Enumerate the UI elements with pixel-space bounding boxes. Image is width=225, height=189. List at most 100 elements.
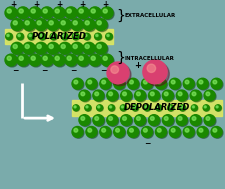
- Circle shape: [80, 116, 90, 126]
- Circle shape: [144, 106, 146, 108]
- Circle shape: [215, 105, 220, 111]
- Circle shape: [107, 91, 118, 102]
- Text: −: −: [41, 66, 47, 75]
- Circle shape: [176, 91, 187, 102]
- Text: DEPOLARIZED: DEPOLARIZED: [123, 103, 189, 112]
- Circle shape: [103, 9, 107, 13]
- Circle shape: [5, 54, 17, 66]
- Circle shape: [79, 56, 83, 60]
- Circle shape: [128, 127, 139, 138]
- Circle shape: [205, 117, 209, 120]
- Circle shape: [156, 105, 162, 111]
- Circle shape: [97, 106, 99, 108]
- Circle shape: [110, 66, 118, 73]
- Circle shape: [89, 7, 101, 19]
- Circle shape: [196, 78, 207, 89]
- Circle shape: [108, 64, 130, 86]
- Circle shape: [100, 127, 111, 138]
- Circle shape: [100, 79, 111, 90]
- Circle shape: [93, 91, 104, 102]
- Circle shape: [135, 116, 146, 126]
- Circle shape: [180, 106, 182, 108]
- Circle shape: [29, 54, 41, 66]
- Circle shape: [127, 126, 138, 137]
- Circle shape: [62, 34, 64, 37]
- Circle shape: [94, 42, 106, 54]
- Circle shape: [50, 33, 56, 40]
- Circle shape: [177, 117, 181, 120]
- Circle shape: [49, 44, 53, 49]
- Circle shape: [134, 115, 145, 125]
- Text: }: }: [115, 51, 124, 65]
- Circle shape: [143, 105, 149, 111]
- Circle shape: [35, 19, 47, 30]
- Circle shape: [94, 33, 101, 40]
- Text: }: }: [115, 9, 124, 23]
- Bar: [72, 100, 221, 116]
- Circle shape: [179, 105, 185, 111]
- Circle shape: [101, 54, 112, 66]
- Circle shape: [30, 8, 42, 20]
- Circle shape: [90, 55, 102, 67]
- Circle shape: [72, 126, 83, 137]
- Circle shape: [40, 34, 42, 37]
- Circle shape: [90, 8, 102, 20]
- Circle shape: [157, 128, 160, 132]
- Circle shape: [7, 34, 9, 37]
- Circle shape: [39, 34, 46, 40]
- Circle shape: [101, 80, 105, 84]
- Circle shape: [190, 116, 201, 126]
- Circle shape: [106, 115, 117, 125]
- Circle shape: [133, 106, 135, 108]
- Circle shape: [19, 9, 23, 13]
- Circle shape: [36, 20, 48, 32]
- Circle shape: [203, 106, 205, 108]
- Circle shape: [36, 43, 48, 55]
- Circle shape: [12, 20, 24, 32]
- Circle shape: [35, 42, 47, 54]
- Circle shape: [120, 105, 126, 111]
- Circle shape: [96, 105, 102, 111]
- Circle shape: [203, 105, 209, 111]
- Circle shape: [94, 117, 98, 120]
- Circle shape: [191, 105, 197, 111]
- Text: +: +: [134, 61, 141, 70]
- Circle shape: [67, 56, 71, 60]
- Circle shape: [142, 79, 153, 90]
- Circle shape: [83, 42, 94, 54]
- Circle shape: [41, 7, 53, 19]
- Circle shape: [11, 19, 23, 30]
- Circle shape: [84, 20, 96, 32]
- Circle shape: [23, 19, 35, 30]
- Circle shape: [13, 44, 17, 49]
- Circle shape: [74, 128, 77, 132]
- Circle shape: [113, 78, 124, 89]
- Text: −: −: [99, 66, 106, 75]
- Circle shape: [94, 19, 106, 30]
- Circle shape: [7, 56, 11, 60]
- Circle shape: [106, 34, 112, 40]
- Circle shape: [128, 79, 139, 90]
- Circle shape: [149, 116, 160, 126]
- Text: POLARIZED: POLARIZED: [31, 32, 86, 41]
- Circle shape: [101, 7, 112, 19]
- Circle shape: [37, 44, 41, 49]
- Text: INTRACELLULAR: INTRACELLULAR: [124, 56, 174, 61]
- Circle shape: [92, 90, 104, 101]
- Circle shape: [55, 9, 59, 13]
- Circle shape: [146, 64, 155, 72]
- Circle shape: [17, 54, 29, 66]
- Circle shape: [28, 33, 34, 40]
- Circle shape: [88, 128, 91, 132]
- Circle shape: [73, 105, 79, 111]
- Circle shape: [17, 33, 23, 40]
- Circle shape: [86, 78, 97, 89]
- Circle shape: [18, 34, 20, 37]
- Circle shape: [150, 117, 153, 120]
- Circle shape: [142, 127, 153, 138]
- Circle shape: [59, 42, 71, 54]
- Circle shape: [169, 126, 180, 137]
- Circle shape: [71, 42, 83, 54]
- Circle shape: [62, 34, 68, 40]
- Circle shape: [19, 56, 23, 60]
